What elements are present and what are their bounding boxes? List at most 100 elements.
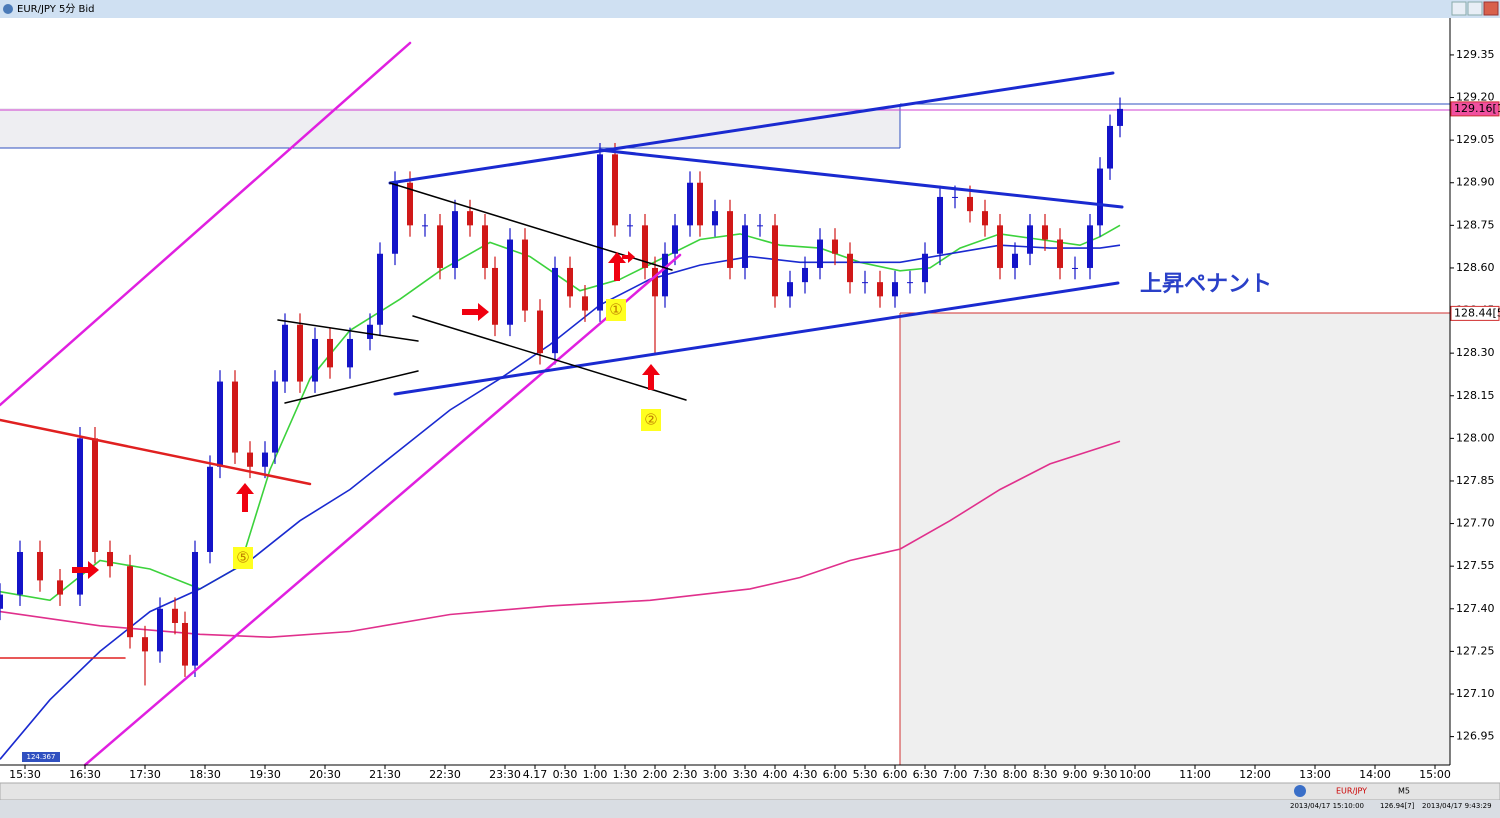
candle-body xyxy=(247,452,253,467)
candle-body xyxy=(407,182,413,226)
maximize-button[interactable] xyxy=(1467,1,1483,16)
x-tick-label: 21:30 xyxy=(369,768,401,781)
x-tick-label: 17:30 xyxy=(129,768,161,781)
x-tick-label: 19:30 xyxy=(249,768,281,781)
y-tick-label: 128.60 xyxy=(1456,261,1495,274)
candle-body xyxy=(662,253,668,297)
candle-body xyxy=(1097,168,1103,226)
trend-line xyxy=(0,418,312,486)
zone xyxy=(0,108,900,148)
candle-body xyxy=(642,225,648,268)
y-tick-label: 127.70 xyxy=(1456,517,1495,530)
candle-body xyxy=(687,182,693,226)
status-symbol[interactable]: EUR/JPY xyxy=(1336,787,1367,796)
trend-line xyxy=(0,41,412,407)
low-label-box xyxy=(22,752,60,762)
y-tick-label: 127.55 xyxy=(1456,559,1495,572)
candle-body xyxy=(1042,225,1048,240)
candle-body xyxy=(802,267,808,283)
candle-body xyxy=(982,211,988,226)
x-tick-label: 13:00 xyxy=(1299,768,1331,781)
y-tick-label: 128.90 xyxy=(1456,176,1495,189)
candle-body xyxy=(282,324,288,382)
y-axis-area xyxy=(1450,18,1500,783)
candle-body xyxy=(612,154,618,226)
candle-body xyxy=(232,381,238,453)
x-tick-label: 0:30 xyxy=(553,768,578,781)
x-tick-label: 7:30 xyxy=(973,768,998,781)
scroll-button[interactable] xyxy=(1294,785,1306,797)
up-arrow xyxy=(608,252,626,281)
y-tick-label: 129.20 xyxy=(1456,91,1495,104)
candle-body xyxy=(862,282,868,284)
window-title: EUR/JPY 5分 Bid xyxy=(17,3,95,15)
title-bar xyxy=(0,0,1500,18)
candle-body xyxy=(92,438,98,552)
up-arrow xyxy=(236,483,254,512)
candle-body xyxy=(17,551,23,595)
x-tick-label: 9:00 xyxy=(1063,768,1088,781)
candle-body xyxy=(832,239,838,254)
x-tick-label: 23:30 xyxy=(489,768,521,781)
status-price: 126.94[7] xyxy=(1380,802,1415,810)
y-tick-label: 127.40 xyxy=(1456,602,1495,615)
candle-body xyxy=(437,225,443,268)
candle-body xyxy=(627,225,633,227)
zone xyxy=(900,313,1450,765)
candle-body xyxy=(522,239,528,311)
candle-body xyxy=(312,338,318,382)
x-tick-label: 4:00 xyxy=(763,768,788,781)
x-tick-label: 8:00 xyxy=(1003,768,1028,781)
x-tick-label: 1:00 xyxy=(583,768,608,781)
window-icon xyxy=(3,4,13,14)
x-tick-label: 5:30 xyxy=(853,768,878,781)
candle-body xyxy=(1117,108,1123,126)
candle-body xyxy=(422,225,428,227)
right-arrow xyxy=(622,251,635,263)
candle-body xyxy=(757,225,763,227)
x-tick-label: 18:30 xyxy=(189,768,221,781)
y-tick-label: 128.15 xyxy=(1456,389,1495,402)
marker-box xyxy=(233,547,253,569)
status-period[interactable]: M5 xyxy=(1398,787,1410,796)
candle-body xyxy=(697,182,703,226)
x-tick-label: 15:00 xyxy=(1419,768,1451,781)
arrows xyxy=(72,251,660,579)
candle-body xyxy=(142,637,148,652)
trend-line xyxy=(284,370,419,404)
price-label: 128.44[5 xyxy=(1454,306,1500,319)
candle-body xyxy=(262,452,268,467)
status-clock: 2013/04/17 9:43:29 xyxy=(1422,802,1492,810)
candle-body xyxy=(1027,225,1033,254)
candle-body xyxy=(892,282,898,297)
candle-body xyxy=(507,239,513,325)
close-button[interactable] xyxy=(1483,1,1499,16)
marker-box xyxy=(606,299,626,321)
x-tick-label: 22:30 xyxy=(429,768,461,781)
trend-line xyxy=(277,319,419,342)
x-tick-label: 7:00 xyxy=(943,768,968,781)
y-tick-label: 128.30 xyxy=(1456,346,1495,359)
y-tick-label: 126.95 xyxy=(1456,730,1495,743)
candle-body xyxy=(392,182,398,254)
right-arrow xyxy=(462,303,489,321)
price-label-box xyxy=(1450,305,1500,321)
candle-body xyxy=(597,154,603,311)
candle-body xyxy=(742,225,748,268)
minimize-button[interactable] xyxy=(1451,1,1467,16)
candle-body xyxy=(952,196,958,198)
candle-body xyxy=(537,310,543,354)
y-tick-label: 127.10 xyxy=(1456,687,1495,700)
candle-body xyxy=(492,267,498,325)
scrollbar[interactable] xyxy=(0,782,1500,801)
candle-body xyxy=(482,225,488,268)
candle-body xyxy=(57,580,63,595)
y-tick-label: 128.00 xyxy=(1456,431,1495,444)
candle-body xyxy=(107,551,113,567)
candle-body xyxy=(297,324,303,382)
candle-body xyxy=(37,551,43,581)
x-tick-label: 10:00 xyxy=(1119,768,1151,781)
x-tick-label: 2:00 xyxy=(643,768,668,781)
candle-body xyxy=(77,438,83,595)
